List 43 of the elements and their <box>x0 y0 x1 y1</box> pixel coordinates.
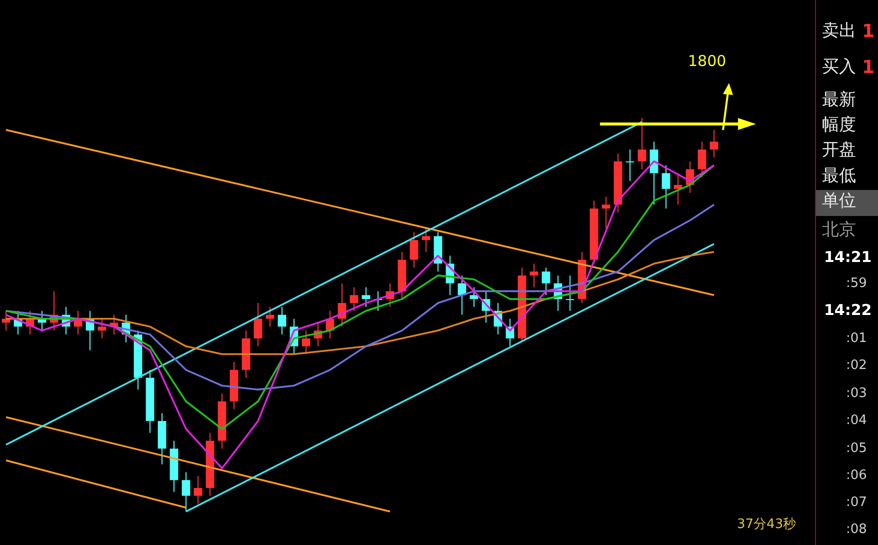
text: 开盘 <box>822 140 856 160</box>
candlestick <box>566 274 574 312</box>
candlestick <box>254 302 262 347</box>
text: 1800 <box>688 52 726 70</box>
text: :05 <box>846 441 867 456</box>
text: 1 <box>862 21 875 42</box>
text: 幅度 <box>822 115 856 135</box>
candlestick <box>710 129 718 158</box>
text: 买入 <box>822 57 856 77</box>
candlestick <box>182 472 190 512</box>
text: 1 <box>862 57 875 78</box>
text: 14:22 <box>824 301 872 319</box>
candlestick <box>278 306 286 335</box>
candlestick <box>362 286 370 308</box>
text: :59 <box>846 276 867 292</box>
candlestick <box>422 228 430 252</box>
text: :07 <box>846 495 867 510</box>
candlestick <box>410 232 418 268</box>
text: :06 <box>846 468 867 484</box>
text: 单位 <box>822 191 856 211</box>
text: 卖出 <box>822 21 856 41</box>
candlestick <box>638 118 646 170</box>
text: :03 <box>846 386 867 402</box>
text: 14:21 <box>824 248 872 266</box>
candlestick <box>98 318 106 339</box>
candlestick <box>602 196 610 229</box>
candlestick <box>542 267 550 296</box>
candlestick <box>470 286 478 308</box>
text: :04 <box>846 413 867 428</box>
text: :01 <box>846 331 867 346</box>
text: 37分43秒 <box>737 516 796 533</box>
text: :08 <box>846 522 867 538</box>
candlestick <box>662 164 670 210</box>
text: :02 <box>846 358 867 374</box>
candlestick <box>302 330 310 355</box>
candlestick <box>530 263 538 288</box>
text: 北京 <box>822 220 856 240</box>
candlestick <box>626 149 634 182</box>
candlestick <box>194 476 202 504</box>
candlestick <box>698 141 706 178</box>
text: 最新 <box>822 90 856 110</box>
candlestick <box>350 286 358 312</box>
text: 最低 <box>822 166 856 186</box>
